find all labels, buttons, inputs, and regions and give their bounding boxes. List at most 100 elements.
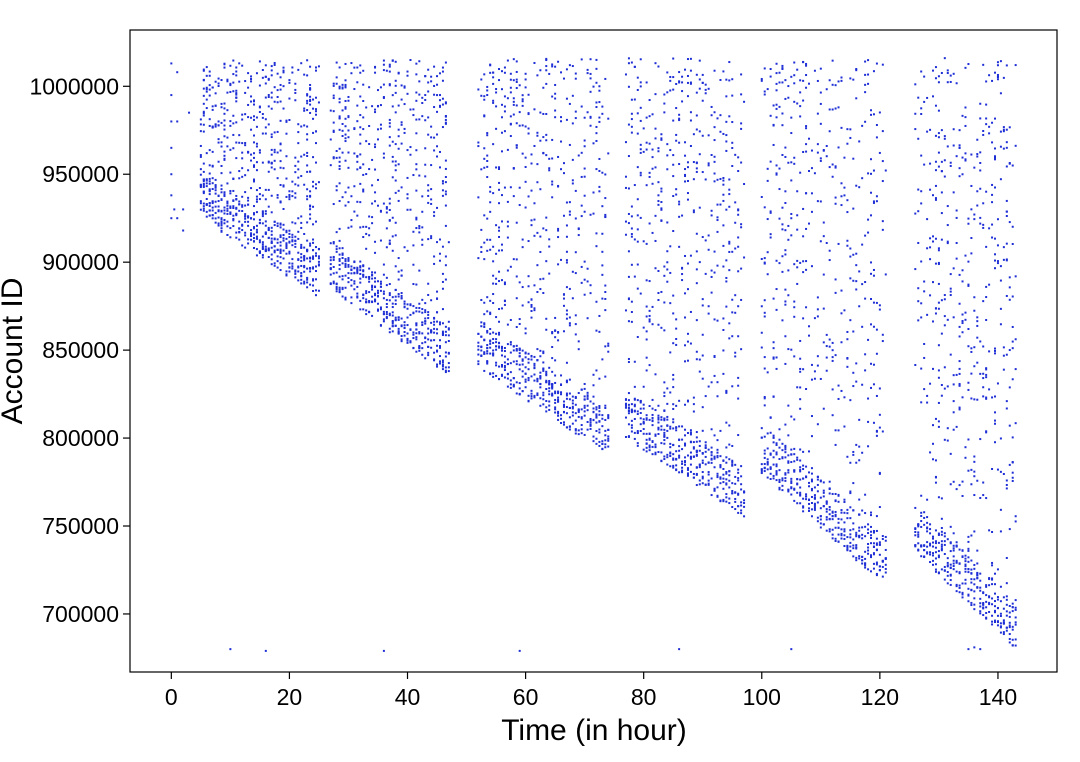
data-point	[917, 523, 920, 526]
data-point	[689, 310, 692, 313]
data-point	[574, 403, 577, 406]
data-point	[946, 81, 949, 84]
data-point	[545, 406, 548, 409]
data-point	[784, 79, 787, 82]
data-point	[920, 520, 923, 523]
data-point	[793, 469, 796, 472]
data-point	[710, 154, 713, 157]
data-point	[731, 165, 734, 168]
data-point	[589, 419, 592, 422]
data-point	[810, 495, 813, 498]
data-point	[861, 283, 864, 286]
data-point	[545, 372, 548, 375]
data-point	[595, 106, 598, 109]
data-point	[214, 125, 217, 128]
data-point	[247, 196, 250, 199]
data-point	[695, 319, 698, 322]
data-point	[645, 356, 648, 359]
data-point	[202, 114, 205, 117]
data-point	[580, 428, 583, 431]
data-point	[498, 270, 501, 273]
data-point	[790, 116, 793, 119]
data-point	[781, 489, 784, 492]
data-point	[790, 480, 793, 483]
data-point	[344, 204, 347, 207]
data-point	[199, 184, 202, 187]
data-point	[1008, 615, 1011, 618]
data-point	[533, 218, 536, 221]
data-point	[784, 155, 787, 158]
data-point	[303, 73, 306, 76]
data-point	[946, 564, 949, 567]
data-point	[991, 578, 994, 581]
data-point	[849, 541, 852, 544]
data-point	[427, 346, 430, 349]
data-point	[970, 604, 973, 607]
data-point	[356, 104, 359, 107]
data-point	[406, 193, 409, 196]
data-point	[719, 203, 722, 206]
data-point	[775, 116, 778, 119]
data-point	[270, 96, 273, 99]
data-point	[536, 290, 539, 293]
data-point	[409, 328, 412, 331]
data-point	[430, 75, 433, 78]
data-point	[291, 267, 294, 270]
data-point	[306, 154, 309, 157]
data-point	[846, 211, 849, 214]
data-point	[604, 213, 607, 216]
data-point	[743, 501, 746, 504]
data-point	[985, 606, 988, 609]
data-point	[199, 208, 202, 211]
data-point	[627, 435, 630, 438]
data-point	[763, 261, 766, 264]
data-point	[394, 289, 397, 292]
data-point	[527, 113, 530, 116]
data-point	[943, 175, 946, 178]
data-point	[430, 188, 433, 191]
data-point	[568, 64, 571, 67]
data-point	[967, 345, 970, 348]
data-point	[681, 460, 684, 463]
data-point	[577, 411, 580, 414]
data-point	[338, 268, 341, 271]
data-point	[571, 65, 574, 68]
data-point	[790, 482, 793, 485]
data-point	[964, 554, 967, 557]
data-point	[415, 73, 418, 76]
data-point	[781, 442, 784, 445]
data-point	[273, 61, 276, 64]
data-point	[769, 233, 772, 236]
data-point	[802, 99, 805, 102]
data-point	[686, 399, 689, 402]
data-point	[825, 88, 828, 91]
data-point	[436, 206, 439, 209]
data-point	[586, 394, 589, 397]
data-point	[447, 362, 450, 365]
data-point	[607, 415, 610, 418]
data-point	[666, 168, 669, 171]
data-point	[303, 107, 306, 110]
data-point	[855, 547, 858, 550]
data-point	[704, 272, 707, 275]
data-point	[813, 317, 816, 320]
data-point	[438, 323, 441, 326]
data-point	[524, 72, 527, 75]
data-point	[627, 85, 630, 88]
data-point	[1014, 275, 1017, 278]
data-point	[961, 173, 964, 176]
y-tick-label: 700000	[42, 601, 119, 627]
data-point	[297, 160, 300, 163]
data-point	[400, 292, 403, 295]
data-point	[261, 215, 264, 218]
data-point	[672, 373, 675, 376]
data-point	[312, 279, 315, 282]
data-point	[291, 71, 294, 74]
data-point	[344, 262, 347, 265]
data-point	[447, 334, 450, 337]
data-point	[695, 484, 698, 487]
data-point	[934, 77, 937, 80]
data-point	[418, 118, 421, 121]
data-point	[403, 103, 406, 106]
data-point	[929, 162, 932, 165]
